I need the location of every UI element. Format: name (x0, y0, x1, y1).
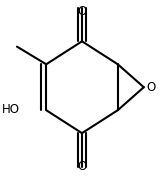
Text: O: O (77, 5, 87, 18)
Text: HO: HO (2, 103, 20, 116)
Text: O: O (146, 81, 155, 94)
Text: O: O (77, 160, 87, 173)
